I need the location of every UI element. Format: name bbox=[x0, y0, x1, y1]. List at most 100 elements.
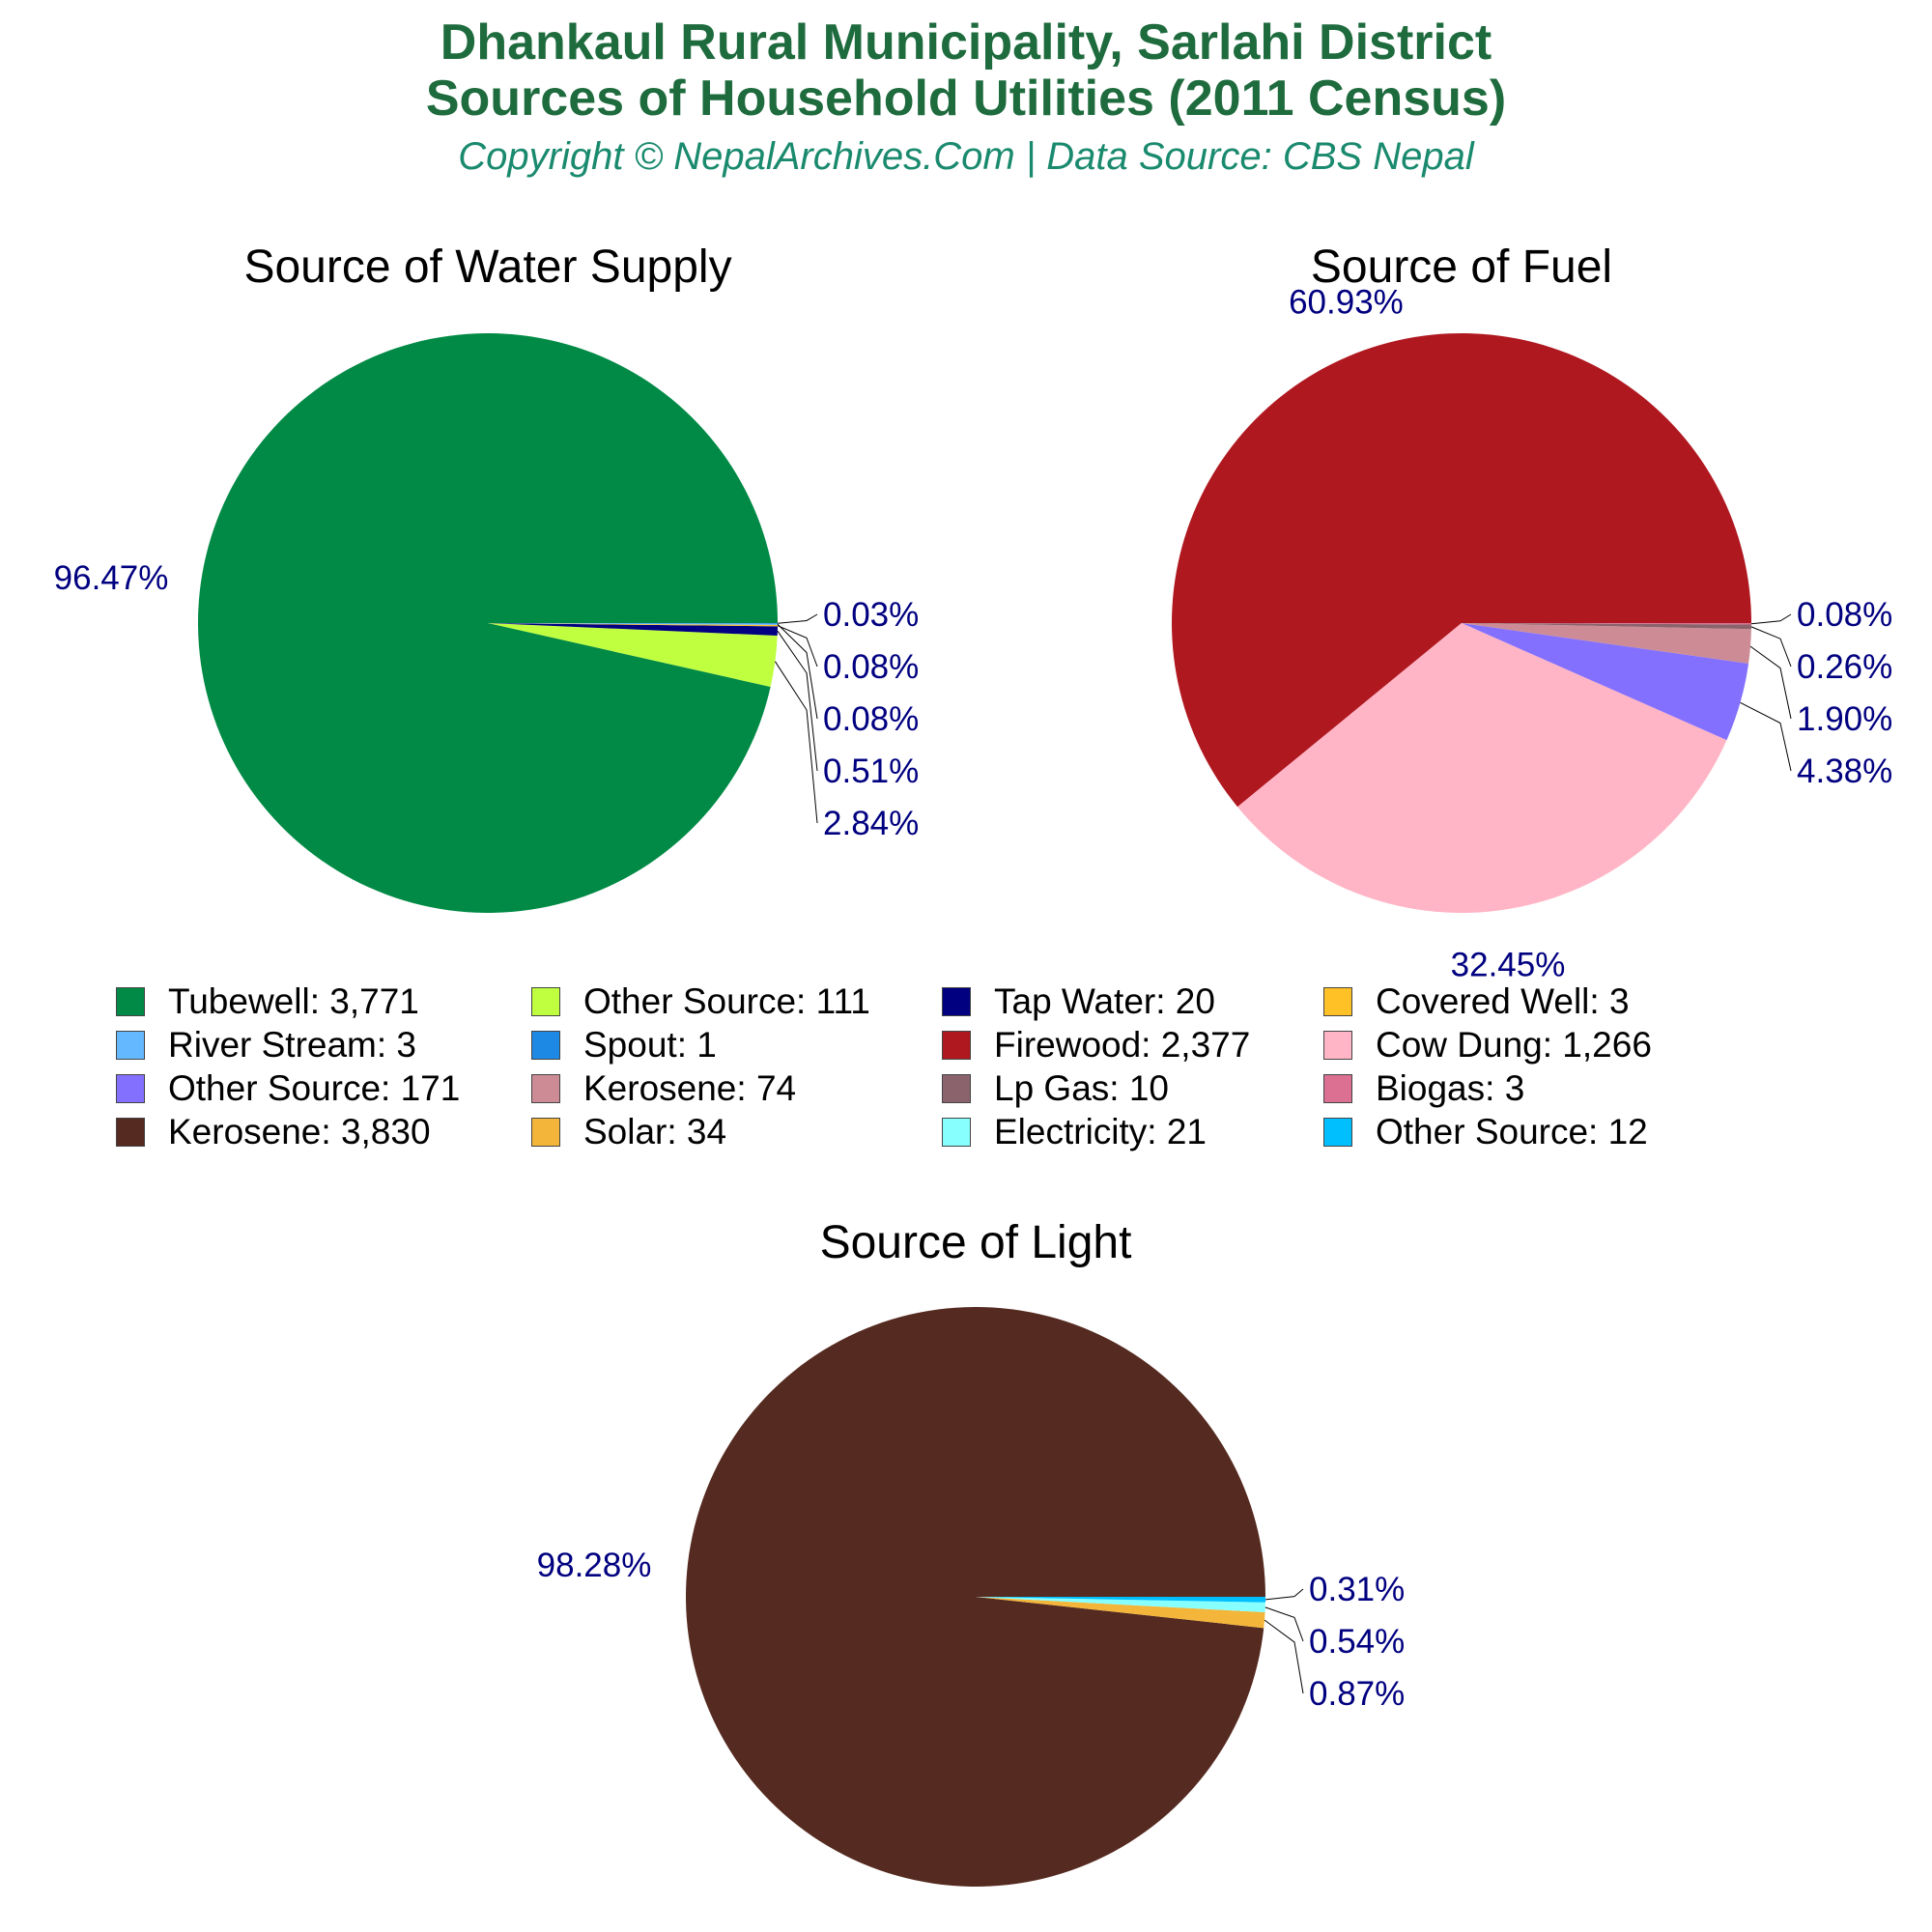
legend-swatch bbox=[942, 1074, 971, 1103]
legend-swatch bbox=[531, 1074, 560, 1103]
legend-swatch bbox=[116, 1031, 145, 1060]
legend-item: Kerosene: 74 bbox=[531, 1067, 796, 1110]
leader-line bbox=[777, 625, 818, 668]
percent-label: 0.51% bbox=[823, 753, 919, 790]
legend-label: Other Source: 12 bbox=[1376, 1112, 1648, 1151]
legend-item: Other Source: 12 bbox=[1323, 1111, 1648, 1153]
legend-label: Kerosene: 3,830 bbox=[168, 1112, 431, 1151]
leader-line bbox=[1740, 701, 1792, 772]
pie-slice bbox=[488, 623, 778, 637]
legend-label: Lp Gas: 10 bbox=[994, 1068, 1170, 1108]
legend-label: River Stream: 3 bbox=[168, 1025, 417, 1065]
legend-swatch bbox=[942, 1031, 971, 1060]
legend-swatch bbox=[116, 987, 145, 1016]
percent-label: 96.47% bbox=[54, 559, 169, 597]
leader-line bbox=[774, 661, 818, 824]
pie-slice bbox=[976, 1597, 1265, 1612]
legend-item: Tubewell: 3,771 bbox=[116, 980, 419, 1023]
legend-swatch bbox=[531, 1118, 560, 1147]
leader-line bbox=[777, 623, 818, 720]
percent-label: 0.26% bbox=[1797, 648, 1892, 686]
legend-label: Cow Dung: 1,266 bbox=[1376, 1025, 1652, 1065]
chart-title: Source of Fuel bbox=[1311, 242, 1612, 293]
legend-swatch bbox=[1323, 987, 1352, 1016]
pie-slice bbox=[1172, 333, 1751, 808]
legend-swatch bbox=[942, 1118, 971, 1147]
legend-item: Spout: 1 bbox=[531, 1024, 717, 1066]
leader-line bbox=[1749, 645, 1792, 720]
legend-swatch bbox=[1323, 1118, 1352, 1147]
legend-label: Solar: 34 bbox=[583, 1112, 727, 1151]
legend-item: Electricity: 21 bbox=[942, 1111, 1207, 1153]
legend-label: Biogas: 3 bbox=[1376, 1068, 1525, 1108]
leader-line bbox=[1264, 1588, 1304, 1601]
pie-slice bbox=[198, 332, 778, 913]
percent-label: 0.03% bbox=[823, 596, 919, 634]
leader-line bbox=[1264, 1619, 1304, 1694]
legend-swatch bbox=[1323, 1031, 1352, 1060]
legend-swatch bbox=[531, 987, 560, 1016]
pie-slice bbox=[976, 1597, 1265, 1629]
legend-label: Other Source: 111 bbox=[583, 981, 870, 1021]
percent-label: 0.08% bbox=[823, 648, 919, 686]
leader-line bbox=[777, 630, 818, 772]
legend-swatch bbox=[942, 987, 971, 1016]
legend-item: Cow Dung: 1,266 bbox=[1323, 1024, 1652, 1066]
leader-line bbox=[1750, 613, 1792, 625]
pie-slice bbox=[488, 623, 778, 627]
pie-slice bbox=[1462, 623, 1751, 630]
percent-label: 1.90% bbox=[1797, 700, 1892, 738]
pie-slice bbox=[1237, 623, 1727, 914]
pie-slice bbox=[1462, 623, 1749, 741]
legend-swatch bbox=[531, 1031, 560, 1060]
percent-label: 0.87% bbox=[1309, 1675, 1405, 1713]
legend-item: Kerosene: 3,830 bbox=[116, 1111, 431, 1153]
pie-slice bbox=[976, 1597, 1265, 1603]
chart-title: Source of Water Supply bbox=[243, 242, 731, 293]
legend-item: Solar: 34 bbox=[531, 1111, 726, 1153]
pie-slice bbox=[488, 623, 778, 688]
legend-item: Other Source: 171 bbox=[116, 1067, 460, 1110]
leader-line bbox=[777, 613, 818, 624]
legend-swatch bbox=[116, 1118, 145, 1147]
legend-label: Tap Water: 20 bbox=[994, 981, 1215, 1021]
main-title-line2: Sources of Household Utilities (2011 Cen… bbox=[425, 71, 1507, 127]
chart-title: Source of Light bbox=[820, 1217, 1132, 1268]
pie-slice bbox=[1462, 623, 1751, 625]
legend-label: Kerosene: 74 bbox=[583, 1068, 797, 1108]
legend-item: Covered Well: 3 bbox=[1323, 980, 1630, 1023]
leader-line bbox=[1750, 626, 1792, 668]
legend-item: Lp Gas: 10 bbox=[942, 1067, 1169, 1110]
legend-item: Biogas: 3 bbox=[1323, 1067, 1524, 1110]
legend-label: Covered Well: 3 bbox=[1376, 981, 1630, 1021]
main-title-line1: Dhankaul Rural Municipality, Sarlahi Dis… bbox=[440, 14, 1492, 71]
copyright-subtitle: Copyright © NepalArchives.Com | Data Sou… bbox=[458, 135, 1474, 178]
legend-item: Other Source: 111 bbox=[531, 980, 870, 1023]
pie-slice bbox=[686, 1307, 1265, 1888]
percent-label: 32.45% bbox=[1451, 947, 1566, 984]
legend-label: Spout: 1 bbox=[583, 1025, 717, 1065]
legend-item: Firewood: 2,377 bbox=[942, 1024, 1250, 1066]
legend-label: Other Source: 171 bbox=[168, 1068, 461, 1108]
pie-chart-1: Source of Water Supply 96.47% 0.03% 0.08% 0.… bbox=[54, 242, 919, 913]
pie-slice bbox=[1462, 623, 1751, 664]
legend-swatch bbox=[116, 1074, 145, 1103]
legend-label: Firewood: 2,377 bbox=[994, 1025, 1251, 1065]
percent-label: 98.28% bbox=[537, 1547, 652, 1584]
pie-slice bbox=[488, 623, 778, 625]
percent-label: 60.93% bbox=[1289, 284, 1404, 322]
pie-chart-3: Source of Light 98.28% 0.31% 0.54% 0.87% bbox=[537, 1217, 1405, 1888]
legend-item: River Stream: 3 bbox=[116, 1024, 416, 1066]
percent-label: 0.08% bbox=[823, 700, 919, 738]
leader-line bbox=[1264, 1606, 1304, 1642]
legend-item: Tap Water: 20 bbox=[942, 980, 1215, 1023]
percent-label: 2.84% bbox=[823, 805, 919, 842]
percent-label: 0.08% bbox=[1797, 596, 1892, 634]
percent-label: 0.31% bbox=[1309, 1571, 1405, 1608]
legend-label: Electricity: 21 bbox=[994, 1112, 1208, 1151]
percent-label: 4.38% bbox=[1797, 753, 1892, 790]
legend-label: Tubewell: 3,771 bbox=[168, 981, 419, 1021]
